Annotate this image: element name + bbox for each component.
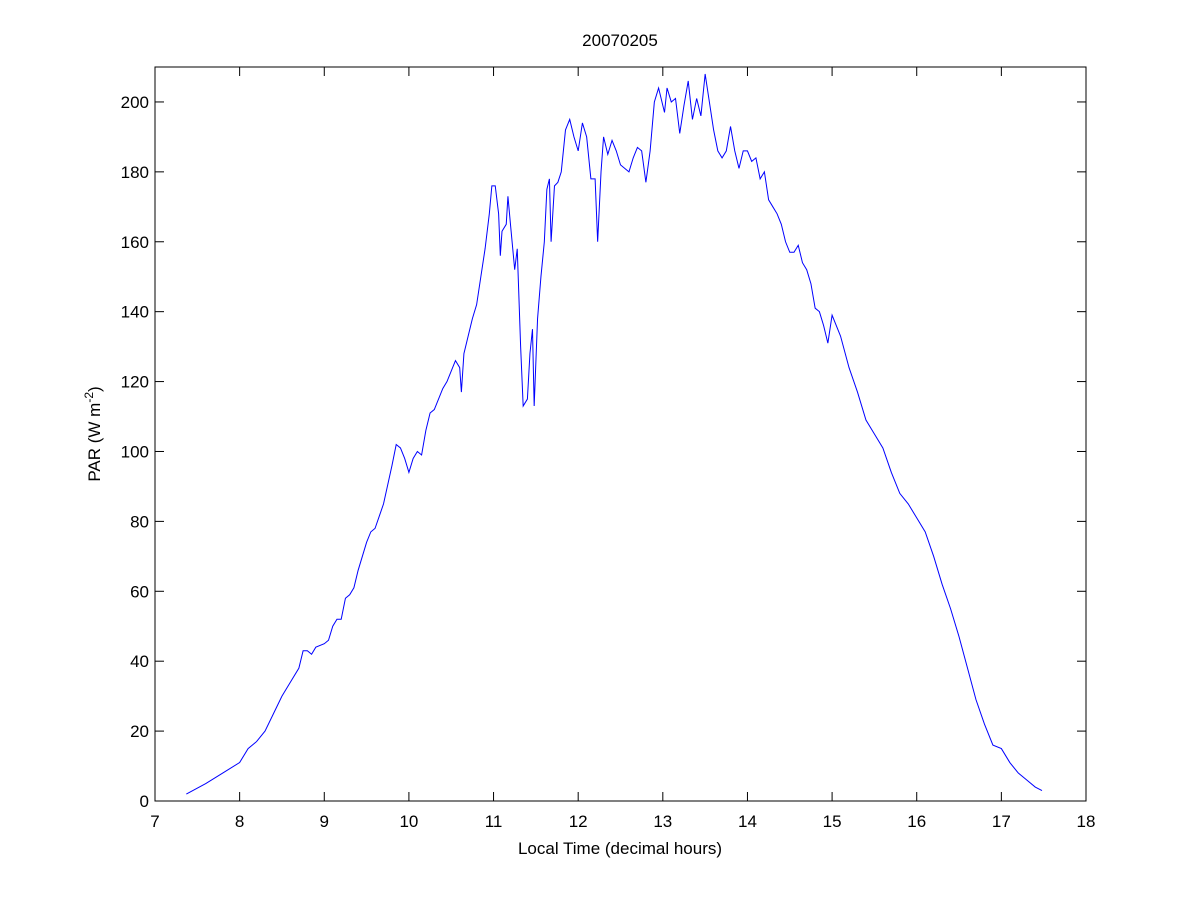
y-label-exponent: -2 [82,392,96,403]
y-tick-label: 200 [121,93,149,112]
x-tick-label: 12 [569,812,588,831]
y-axis-label: PAR (W m-2) [82,386,104,481]
y-label-end: ) [85,386,104,392]
y-tick-label: 160 [121,233,149,252]
y-tick-label: 20 [130,722,149,741]
x-tick-label: 9 [320,812,329,831]
y-tick-label: 40 [130,652,149,671]
y-tick-label: 80 [130,512,149,531]
x-tick-label: 10 [399,812,418,831]
y-tick-label: 60 [130,582,149,601]
x-tick-label: 8 [235,812,244,831]
x-tick-label: 15 [823,812,842,831]
data-line [186,73,1043,795]
y-tick-label: 140 [121,303,149,322]
y-tick-label: 100 [121,442,149,461]
x-tick-label: 11 [485,812,503,831]
y-label-main: PAR (W m [85,403,104,482]
x-tick-label: 17 [992,812,1011,831]
plot-frame [154,66,1087,802]
x-tick-label: 16 [907,812,926,831]
x-tick-label: 13 [653,812,672,831]
y-tick-label: 0 [140,792,149,811]
x-axis-label: Local Time (decimal hours) [518,839,722,858]
y-tick-label: 180 [121,163,149,182]
y-tick-label: 120 [121,373,149,392]
x-tick-label: 14 [738,812,757,831]
x-tick-label: 18 [1077,812,1096,831]
x-tick-label: 7 [150,812,159,831]
chart-title: 20070205 [582,31,658,50]
